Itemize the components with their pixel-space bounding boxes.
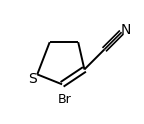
Text: Br: Br: [58, 93, 71, 106]
Text: N: N: [120, 23, 130, 37]
Text: S: S: [28, 72, 37, 86]
